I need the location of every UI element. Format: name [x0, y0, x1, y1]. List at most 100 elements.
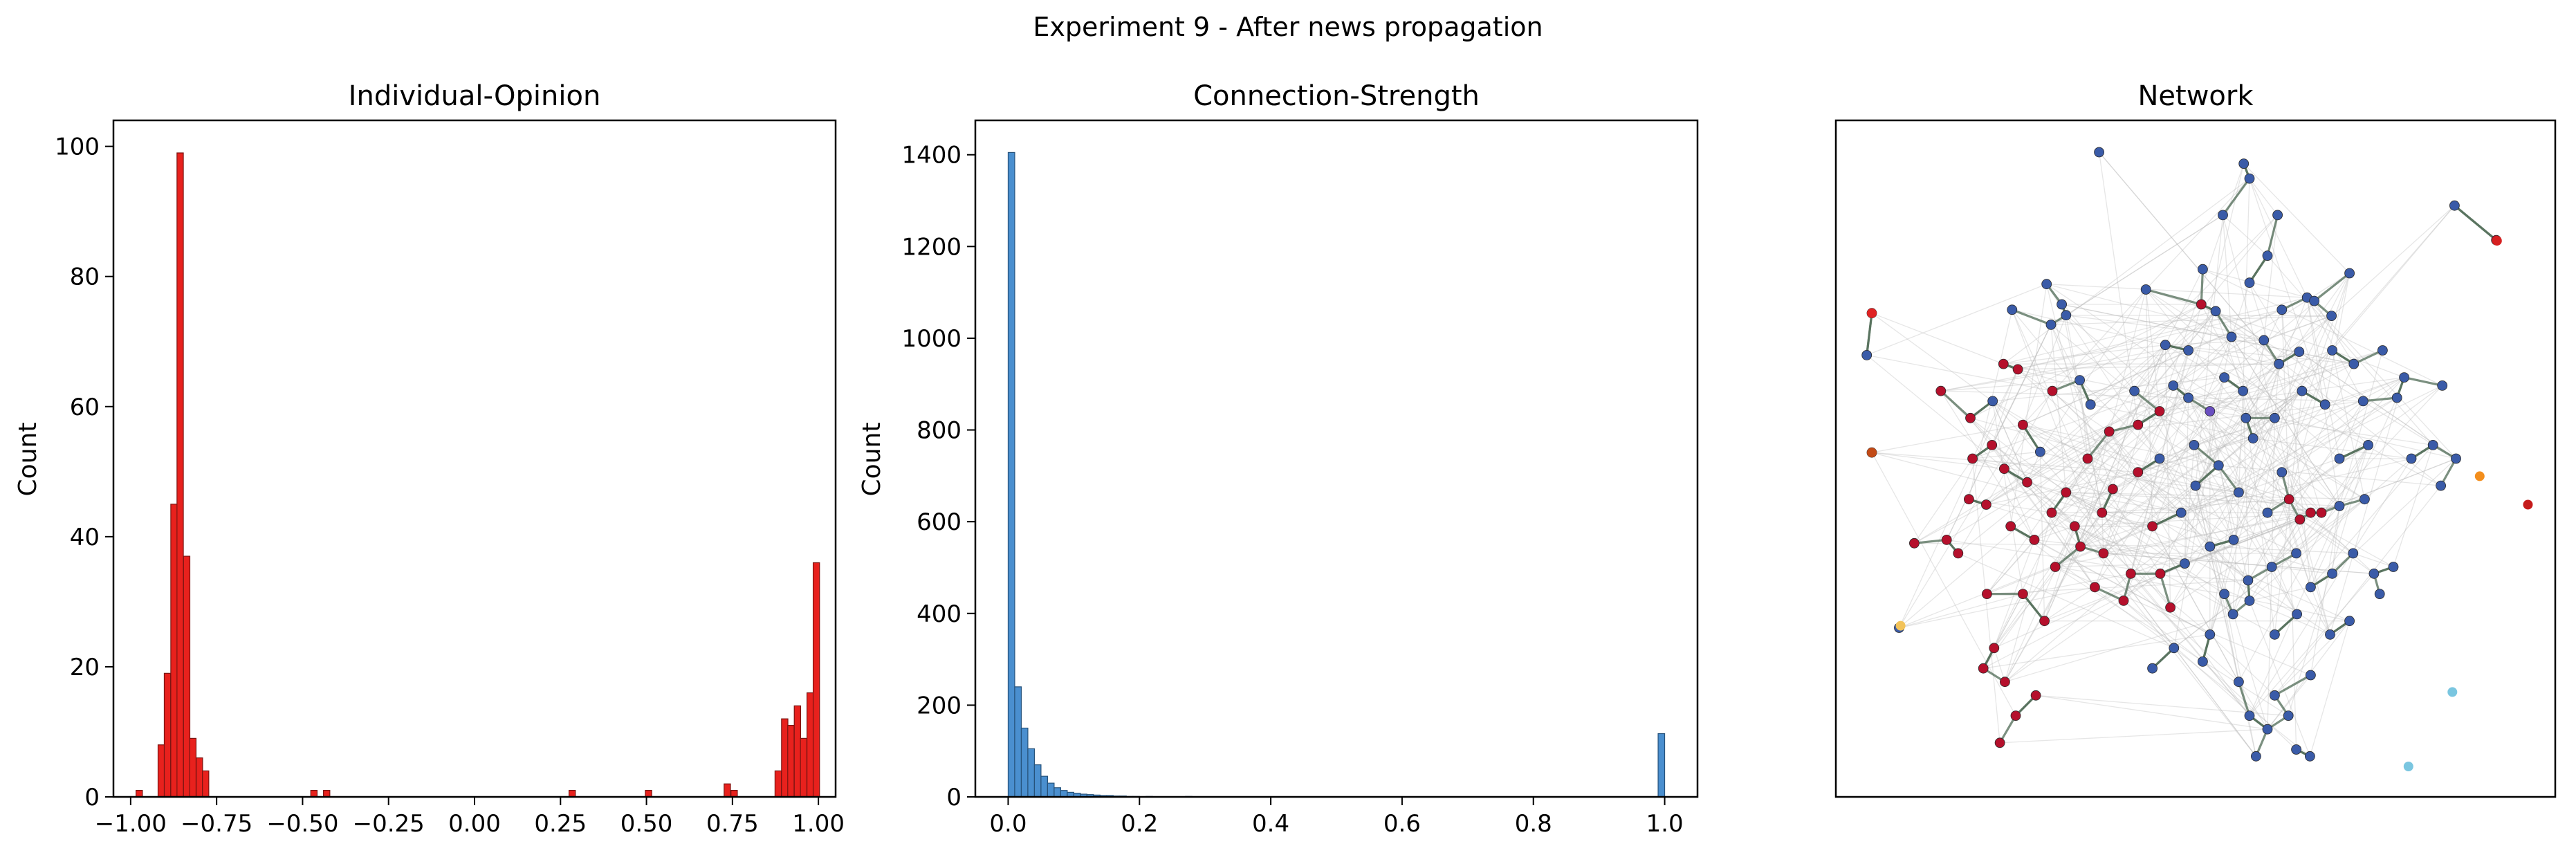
network-edge	[2296, 506, 2340, 554]
x-tick-label: 0.6	[1383, 810, 1421, 838]
network-node	[2262, 507, 2273, 518]
network-edge	[2027, 481, 2095, 588]
network-edge	[2137, 424, 2394, 568]
network-edge	[2123, 600, 2203, 662]
histogram-bar	[202, 770, 210, 798]
network-edge	[2209, 546, 2249, 581]
network-edge	[2272, 566, 2333, 574]
network-node	[2266, 562, 2277, 572]
network-strong-edge	[2054, 545, 2081, 568]
network-node	[2427, 440, 2438, 450]
network-edge	[2108, 431, 2185, 564]
network-edge	[2249, 282, 2326, 405]
network-edge	[2040, 451, 2268, 513]
y-tick-label: 60	[70, 394, 100, 421]
network-edge	[2066, 315, 2332, 317]
network-edge	[2113, 363, 2355, 490]
network-node	[2074, 375, 2086, 385]
network-edge	[2051, 512, 2153, 527]
network-edge	[2329, 377, 2405, 635]
network-edge	[2145, 288, 2303, 392]
network-edge	[2080, 390, 2244, 547]
network-edge	[2173, 499, 2365, 649]
network-edge	[2310, 587, 2331, 635]
network-edge	[2299, 351, 2456, 459]
network-edge	[2193, 445, 2240, 682]
network-isolated-node	[2474, 471, 2485, 481]
network-edge	[1991, 369, 2018, 445]
network-node	[2147, 521, 2158, 532]
y-tick-label: 800	[917, 417, 962, 445]
network-node	[2154, 453, 2165, 464]
network-edge	[2215, 311, 2456, 459]
network-node	[2010, 710, 2021, 721]
network-edge	[2231, 282, 2250, 338]
network-node	[2294, 514, 2306, 525]
network-edge	[2233, 519, 2300, 541]
network-node	[1994, 737, 2005, 748]
network-edge	[2103, 512, 2322, 554]
network-edge	[2274, 485, 2442, 696]
network-edge	[2200, 304, 2311, 513]
network-edge	[2245, 349, 2333, 419]
y-tick-label: 0	[84, 784, 100, 811]
network-edge	[2101, 512, 2250, 716]
network-node	[2179, 558, 2190, 569]
network-edge	[2184, 397, 2189, 564]
x-tick-label: −1.00	[95, 810, 167, 838]
network-edge	[2243, 163, 2350, 274]
network-edge	[2010, 284, 2048, 526]
x-tick-label: 0.2	[1121, 810, 1158, 838]
histogram-bar	[807, 692, 814, 798]
network-edge	[2010, 336, 2232, 527]
network-edge	[2314, 300, 2355, 365]
network-edge	[2299, 519, 2354, 554]
network-edge	[1994, 563, 2185, 649]
network-edge	[1985, 311, 2216, 505]
network-isolated-node	[2492, 236, 2502, 246]
network-edge	[2131, 573, 2248, 581]
network-edge	[1871, 452, 2138, 473]
network-edge	[2353, 553, 2394, 568]
histogram-bar	[196, 757, 203, 798]
network-edge	[2238, 273, 2350, 493]
network-edge	[2046, 284, 2088, 459]
network-edge	[2159, 458, 2290, 500]
network-edge	[2003, 424, 2023, 469]
network-edge	[2017, 369, 2110, 432]
network-edge	[2160, 309, 2283, 574]
network-node	[2357, 396, 2368, 407]
network-edge	[2339, 350, 2384, 506]
network-edge	[2103, 485, 2196, 554]
network-node	[2241, 412, 2252, 423]
network-edge	[2145, 289, 2153, 526]
network-edge	[1871, 424, 2023, 453]
network-edge	[2003, 344, 2166, 365]
network-edge	[2267, 567, 2272, 730]
network-edge	[2145, 289, 2340, 459]
network-edge	[2017, 369, 2160, 412]
network-edge	[2052, 390, 2249, 581]
network-edge	[2173, 385, 2322, 513]
network-edge	[2090, 344, 2166, 405]
network-edge	[1914, 542, 2210, 547]
network-edge	[2195, 485, 2239, 493]
network-edge	[2108, 431, 2139, 472]
network-edge	[2195, 377, 2404, 486]
histogram-bar	[136, 789, 143, 798]
network-node	[1978, 663, 1989, 674]
network-edge	[1871, 452, 2016, 716]
y-tick-label: 20	[70, 654, 100, 681]
network-edge	[2263, 315, 2332, 341]
network-strong-edge	[2012, 309, 2052, 326]
network-edge	[2066, 492, 2250, 717]
network-edge	[2079, 289, 2146, 547]
network-strong-edge	[2237, 681, 2251, 717]
network-edge	[2339, 401, 2364, 459]
network-node	[2305, 507, 2316, 518]
x-tick-label: 1.00	[792, 810, 845, 838]
network-edge	[2242, 391, 2276, 635]
histogram-bar	[568, 789, 576, 798]
network-edge	[2051, 512, 2239, 683]
network-edge	[1986, 539, 2035, 595]
